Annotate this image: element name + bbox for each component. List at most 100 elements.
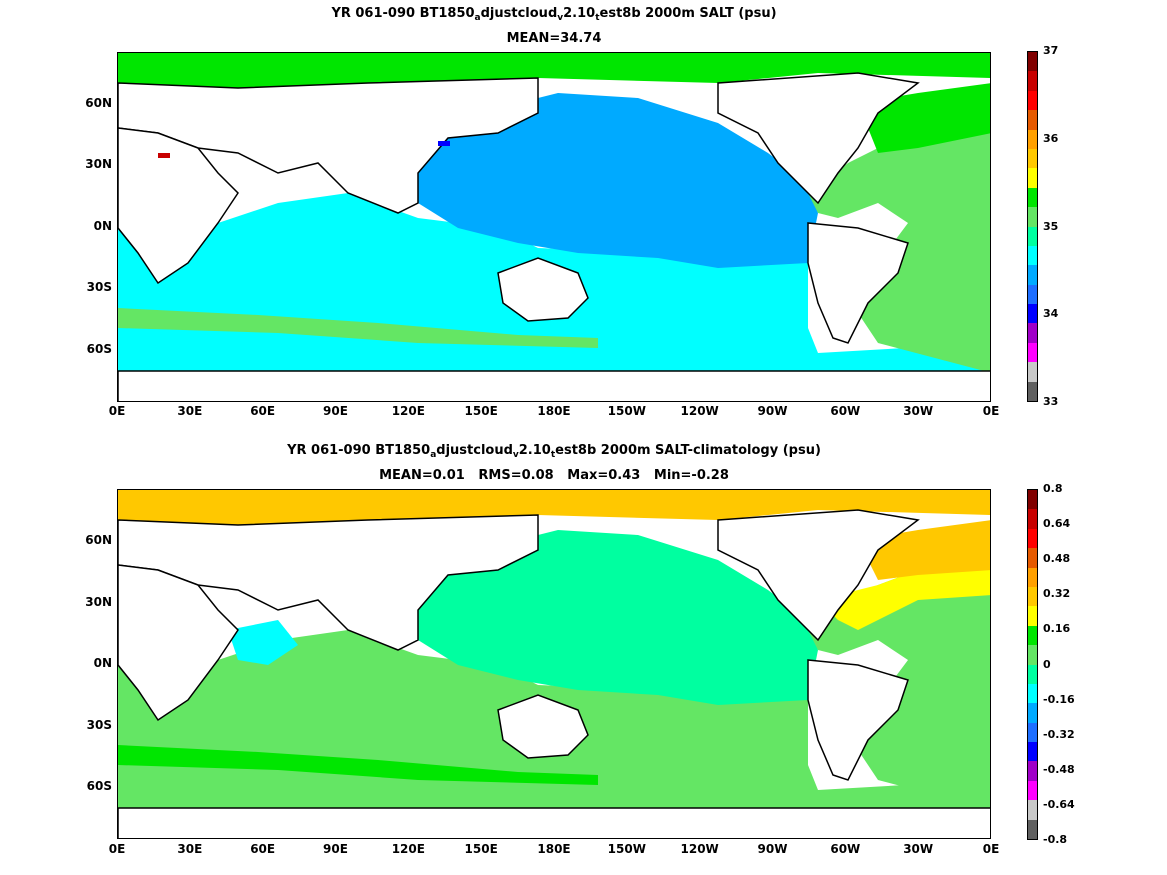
colorbar-segment xyxy=(1028,548,1037,569)
region-arctic xyxy=(118,490,990,525)
colorbar-tick-label: -0.64 xyxy=(1043,797,1075,811)
colorbar-segment xyxy=(1028,703,1037,724)
x-tick-label: 120E xyxy=(391,404,425,418)
colorbar-segment xyxy=(1028,71,1037,92)
colorbar-segment xyxy=(1028,761,1037,782)
chart-title: YR 061-090 BT1850adjustcloudv2.10test8b … xyxy=(287,443,821,460)
x-tick-label: 120W xyxy=(680,404,719,418)
y-tick-label: 30N xyxy=(85,157,112,171)
continent-south-america xyxy=(807,659,909,781)
colorbar-tick-label: 0.48 xyxy=(1043,552,1071,566)
region-southern-band xyxy=(118,745,598,785)
colorbar-segment xyxy=(1028,509,1037,530)
colorbar-segment xyxy=(1028,265,1037,286)
region-arabian-sea xyxy=(228,620,298,665)
colorbar-segment xyxy=(1028,284,1037,305)
colorbar-tick-label: 35 xyxy=(1043,219,1059,233)
colorbar-segment xyxy=(1028,323,1037,344)
region-north-atlantic xyxy=(818,565,990,630)
colorbar-segment xyxy=(1028,819,1037,840)
colorbar-segment xyxy=(1028,683,1037,704)
continent-africa xyxy=(118,127,239,285)
y-tick-label: 30S xyxy=(86,718,112,732)
colorbar-segment xyxy=(1028,148,1037,169)
x-tick-label: 30W xyxy=(903,404,934,418)
colorbar-segment xyxy=(1028,664,1037,685)
colorbar-segment xyxy=(1028,168,1037,189)
region-mediterranean xyxy=(158,153,170,158)
map-plot xyxy=(117,489,991,839)
colorbar-segment xyxy=(1028,645,1037,665)
x-tick-label: 60W xyxy=(830,404,861,418)
colorbar-segment xyxy=(1028,207,1037,227)
x-tick-label: 180E xyxy=(537,842,571,856)
colorbar-segment xyxy=(1028,606,1037,627)
x-tick-label: 90E xyxy=(323,404,348,418)
colorbar-tick-label: -0.16 xyxy=(1043,692,1075,706)
x-tick-label: 90W xyxy=(757,842,788,856)
colorbar-tick-label: 34 xyxy=(1043,307,1059,321)
x-tick-label: 30E xyxy=(177,842,203,856)
x-tick-label: 30W xyxy=(903,842,934,856)
colorbar-segment xyxy=(1028,362,1037,383)
x-tick-label: 0E xyxy=(108,842,126,856)
region-arctic xyxy=(118,53,990,88)
y-tick-label: 30N xyxy=(85,595,112,609)
colorbar-tick-label: 0.64 xyxy=(1043,517,1071,531)
x-tick-label: 150W xyxy=(607,842,646,856)
region-pacific xyxy=(418,530,818,705)
x-tick-label: 90E xyxy=(323,842,348,856)
x-tick-label: 0E xyxy=(108,404,126,418)
colorbar-segment xyxy=(1028,90,1037,111)
continent-africa xyxy=(118,564,239,722)
colorbar-segment xyxy=(1028,129,1037,150)
x-tick-label: 0E xyxy=(982,842,1000,856)
y-tick-label: 0N xyxy=(93,219,112,233)
colorbar-segment xyxy=(1028,800,1037,821)
x-tick-label: 120W xyxy=(680,842,719,856)
continent-antarctica xyxy=(118,370,990,401)
continent-australia xyxy=(497,257,589,322)
y-tick-label: 60N xyxy=(85,533,112,547)
region-pacific xyxy=(418,93,818,268)
colorbar xyxy=(1027,489,1038,840)
colorbar-tick-label: 33 xyxy=(1043,395,1059,408)
y-tick-label: 0N xyxy=(93,656,112,670)
colorbar-segment xyxy=(1028,52,1037,72)
x-tick-label: 60W xyxy=(830,842,861,856)
colorbar-segment xyxy=(1028,245,1037,266)
colorbar-segment xyxy=(1028,528,1037,549)
salinity-anomaly-map xyxy=(118,490,990,838)
colorbar-tick-label: 36 xyxy=(1043,131,1059,145)
x-tick-label: 30E xyxy=(177,404,203,418)
x-tick-label: 0E xyxy=(982,404,1000,418)
colorbar-tick-label: 0.8 xyxy=(1043,482,1063,495)
colorbar-segment xyxy=(1028,567,1037,588)
y-tick-label: 30S xyxy=(86,280,112,294)
x-tick-label: 180E xyxy=(537,404,571,418)
chart-title: YR 061-090 BT1850adjustcloudv2.10test8b … xyxy=(331,6,777,23)
colorbar-segment xyxy=(1028,110,1037,131)
x-tick-label: 150E xyxy=(464,404,498,418)
continent-north-america xyxy=(717,509,920,642)
x-tick-label: 150W xyxy=(607,404,646,418)
colorbar-tick-label: -0.48 xyxy=(1043,762,1075,776)
colorbar-segment xyxy=(1028,586,1037,607)
colorbar-segment xyxy=(1028,722,1037,743)
colorbar-tick-label: -0.8 xyxy=(1043,833,1068,846)
region-southern-band xyxy=(118,308,598,348)
chart-subtitle: MEAN=0.01 RMS=0.08 Max=0.43 Min=-0.28 xyxy=(379,468,729,483)
colorbar xyxy=(1027,51,1038,402)
x-tick-label: 60E xyxy=(250,404,276,418)
salinity-field-map xyxy=(118,53,990,401)
colorbar-segment xyxy=(1028,381,1037,402)
colorbar-segment xyxy=(1028,187,1037,208)
colorbar-tick-label: 0.16 xyxy=(1043,622,1071,636)
x-tick-label: 90W xyxy=(757,404,788,418)
continent-south-america xyxy=(807,222,909,344)
colorbar-segment xyxy=(1028,780,1037,801)
continent-australia xyxy=(497,694,589,759)
y-tick-label: 60S xyxy=(86,342,112,356)
continent-antarctica xyxy=(118,807,990,838)
x-tick-label: 150E xyxy=(464,842,498,856)
